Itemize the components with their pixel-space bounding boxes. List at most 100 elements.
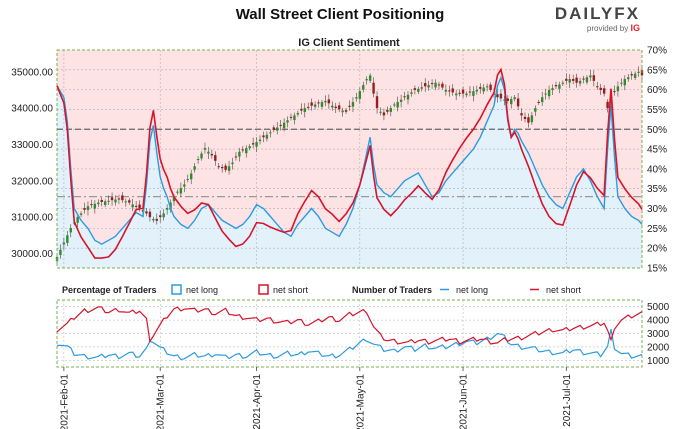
candle-body — [427, 85, 430, 88]
candle-body — [465, 93, 468, 96]
candle-body — [227, 166, 231, 171]
candle-body — [103, 201, 107, 205]
candle-body — [83, 208, 86, 210]
candle-body — [437, 84, 441, 86]
legend-pct-heading: Percentage of Traders — [62, 285, 157, 295]
candle-body — [585, 77, 589, 83]
candle-body — [241, 149, 245, 151]
candle-body — [568, 79, 571, 83]
candle-body — [424, 83, 427, 87]
candle-body — [172, 197, 176, 202]
candle-body — [362, 85, 365, 90]
net-short-pct-line — [56, 67, 643, 259]
x-axis-tick-label: 2021-Mar-01 — [156, 374, 167, 429]
candle-body — [633, 73, 637, 78]
candle-body — [248, 146, 251, 149]
candle-body — [207, 151, 210, 154]
candle-body — [386, 109, 389, 112]
candle-body — [86, 206, 90, 211]
candle-body — [76, 217, 79, 223]
dailyfx-logo: DAILYFX provided by IG — [520, 4, 640, 33]
lower-axis-tick-label: 5000 — [647, 302, 670, 313]
right-axis-tick-label: 35% — [647, 184, 667, 195]
logo-text: DAILYFX — [554, 4, 640, 23]
candle-body — [472, 91, 475, 96]
logo-ig-brand: IG — [630, 23, 640, 33]
candle-body — [196, 159, 200, 160]
candle-body — [620, 82, 623, 84]
candle-body — [258, 139, 262, 142]
candle-body — [124, 201, 128, 203]
candle-body — [351, 102, 355, 107]
candle-body — [255, 142, 258, 147]
candle-body — [520, 113, 523, 116]
candle-body — [489, 84, 492, 90]
candle-body — [286, 120, 289, 123]
candle-body — [251, 143, 255, 145]
candle-body — [331, 105, 334, 108]
candle-body — [224, 165, 227, 170]
candle-body — [355, 97, 358, 99]
candle-body — [496, 94, 499, 98]
candle-body — [69, 228, 72, 233]
candle-body — [506, 98, 509, 101]
legend-num-short: net short — [546, 285, 582, 295]
lower-axis-tick-label: 2000 — [647, 342, 670, 353]
candle-body — [554, 85, 558, 87]
candle-body — [200, 153, 203, 159]
candle-body — [599, 87, 602, 90]
candle-body — [399, 99, 403, 102]
right-axis-tick-label: 40% — [647, 164, 667, 175]
page-title: Wall Street Client Positioning — [235, 6, 445, 23]
candle-body — [272, 127, 275, 130]
right-axis-tick-label: 20% — [647, 244, 667, 255]
trader-count-long-line — [56, 328, 643, 361]
candle-body — [458, 92, 461, 94]
candle-body — [558, 84, 561, 89]
chart-subtitle: IG Client Sentiment — [298, 37, 400, 49]
candle-body — [482, 87, 485, 92]
candle-body — [368, 75, 372, 81]
candle-body — [307, 106, 310, 108]
legend-pct-long-swatch — [171, 284, 182, 295]
right-axis-tick-label: 45% — [647, 145, 667, 156]
candle-body — [575, 77, 578, 83]
candle-body — [79, 213, 83, 215]
candle-body — [468, 91, 472, 93]
candle-body — [475, 89, 479, 92]
candle-body — [131, 204, 134, 208]
candle-body — [59, 249, 62, 255]
candle-body — [406, 94, 410, 100]
candle-body — [121, 195, 124, 201]
right-axis-tick-label: 50% — [647, 125, 667, 136]
x-axis-tick-label: 2021-May-01 — [355, 374, 366, 429]
candle-body — [637, 71, 640, 73]
candle-body — [589, 75, 592, 78]
candle-body — [214, 155, 217, 161]
candle-body — [372, 82, 375, 94]
candle-body — [245, 148, 248, 154]
candle-body — [97, 202, 100, 205]
candle-body — [537, 101, 540, 103]
candle-body — [162, 213, 165, 218]
candle-body — [379, 111, 382, 113]
legend: Percentage of Traders net long net short… — [62, 284, 582, 295]
candle-body — [344, 110, 348, 112]
right-axis-tick-label: 60% — [647, 85, 667, 96]
candle-body — [128, 200, 131, 203]
candle-body — [324, 100, 327, 103]
candle-body — [296, 112, 300, 115]
candle-body — [613, 91, 616, 93]
lower-axis-tick-label: 4000 — [647, 316, 670, 327]
candle-body — [578, 80, 582, 84]
candle-body — [382, 112, 386, 116]
candle-body — [396, 102, 399, 108]
candle-body — [561, 82, 565, 84]
candle-body — [582, 78, 585, 80]
candle-body — [293, 115, 296, 121]
candle-body — [365, 79, 368, 81]
candle-body — [623, 79, 626, 86]
left-axis-tick-label: 31000.00 — [11, 213, 53, 224]
candle-body — [165, 208, 169, 210]
